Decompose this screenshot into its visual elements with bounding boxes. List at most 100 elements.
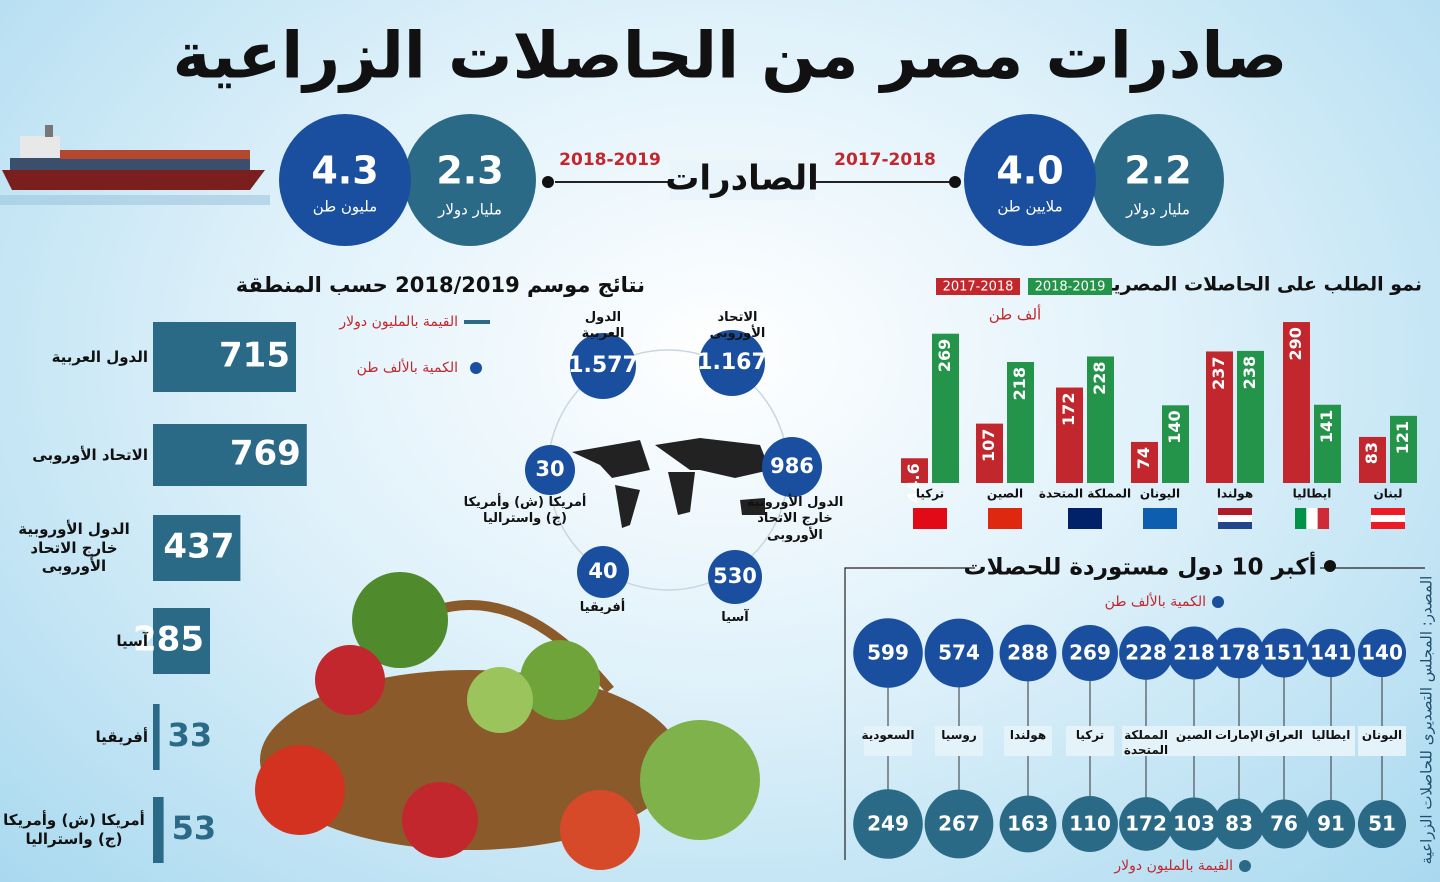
bar-value: 74 (1134, 447, 1153, 469)
quantity-value: 178 (1218, 641, 1260, 665)
legend-swatch (1028, 278, 1112, 295)
region-bar (153, 608, 210, 674)
value-circle (1119, 797, 1173, 851)
value-circle (1062, 796, 1118, 852)
quantity-circle (570, 333, 636, 399)
country-label: روسيا (941, 728, 977, 742)
period-year: 2017-2018 (834, 150, 936, 170)
value-circle (1306, 799, 1356, 849)
quantity-circle (853, 618, 923, 688)
region-name: آسيا (116, 631, 148, 650)
country-label: هولندا (1009, 728, 1047, 742)
value-circle (1167, 797, 1221, 851)
legend-label: 2018-2019 (1035, 280, 1106, 295)
bar-value: 107 (979, 429, 998, 462)
label-bg (1307, 726, 1355, 756)
flag (1068, 508, 1102, 529)
quantity-value: 288 (1007, 641, 1049, 665)
bar-value: 218 (1010, 367, 1029, 400)
region-bar (153, 322, 296, 392)
region-value: 285 (133, 620, 204, 660)
label-bg (1004, 726, 1052, 756)
quantity-circle (1119, 626, 1173, 680)
quantity-circle (699, 330, 765, 396)
legend-quantity: الكمية بالألف طن (1105, 592, 1206, 610)
map-label: الدول الأوروبية خارج الاتحاد الأوروبى (746, 495, 844, 543)
category-label: ايطاليا (1293, 487, 1332, 501)
bar (1162, 405, 1189, 483)
bar (932, 333, 959, 483)
legend-label: 2017-2018 (943, 280, 1014, 295)
value-value: 172 (1125, 812, 1167, 836)
value-value: 91 (1317, 812, 1345, 836)
category-label: اليونان (1140, 487, 1180, 502)
demand-unit: ألف طن (989, 305, 1041, 324)
quantity-number: 4.0 (996, 149, 1063, 193)
regions-title: نتائج موسم 2018/2019 حسب المنطقة (236, 273, 645, 297)
quantity-circle (1357, 628, 1407, 678)
category-label: لبنان (1373, 487, 1402, 501)
value-unit: مليار دولار (437, 201, 502, 219)
bar-value: 141 (1317, 410, 1336, 443)
quantity-circle (708, 550, 762, 604)
value-circle (1092, 114, 1224, 246)
value-circle (1357, 799, 1407, 849)
flag (1143, 508, 1177, 529)
flag (1295, 508, 1307, 529)
bar (1056, 387, 1083, 483)
bar-value: 290 (1286, 327, 1305, 360)
map-label: آسيا (721, 610, 749, 625)
value-value: 103 (1173, 812, 1215, 836)
value-value: 249 (867, 812, 909, 836)
region-value: 769 (230, 434, 301, 474)
region-name: الدول الأوروبية خارج الاتحاد الأوروبى (18, 519, 130, 576)
value-number: 2.2 (1124, 149, 1191, 193)
quantity-value: 40 (588, 559, 617, 583)
bar (1131, 441, 1158, 483)
quantity-value: 30 (535, 457, 564, 481)
flag (1371, 522, 1405, 529)
country-label: المملكة المتحدة (1123, 728, 1169, 757)
bar (1007, 362, 1034, 483)
bar (1390, 415, 1417, 483)
legend-value: القيمة بالمليون دولار (338, 314, 458, 330)
category-label: تركيا (916, 487, 944, 501)
label-bg (670, 160, 815, 200)
value-circle (853, 789, 923, 859)
quantity-circle (1259, 628, 1309, 678)
quantity-value: 1.167 (697, 350, 767, 375)
country-label: اليونان (1361, 728, 1403, 742)
flag (1317, 508, 1330, 529)
flag (1218, 508, 1252, 515)
line-dot (542, 176, 554, 188)
bar-value: 228 (1090, 361, 1109, 394)
period-year: 2018-2019 (559, 150, 661, 170)
quantity-value: 986 (770, 454, 814, 478)
flag (1218, 515, 1252, 522)
region-name: الدول العربية (51, 347, 148, 366)
region-name: الاتحاد الأوروبى (32, 445, 148, 464)
label-bg (1260, 726, 1308, 756)
label-bg (1358, 726, 1406, 756)
region-value: 33 (168, 716, 213, 754)
bracket (844, 567, 1425, 860)
quantity-value: 269 (1069, 641, 1111, 665)
quantity-unit: ملايين طن (997, 198, 1062, 216)
label-bg (1170, 726, 1218, 756)
region-value: 437 (163, 527, 234, 567)
quantity-value: 1.577 (568, 353, 638, 378)
bar-value: 140 (1165, 410, 1184, 443)
value-circle (1259, 799, 1309, 849)
quantity-circle (1213, 627, 1265, 679)
category-label: هولندا (1217, 487, 1253, 502)
ship (0, 125, 270, 205)
bar-value: 238 (1240, 356, 1259, 389)
bar (901, 458, 928, 483)
legend-swatch (936, 278, 1020, 295)
label-bg (1122, 726, 1170, 756)
country-label: العراق (1265, 728, 1303, 742)
country-label: الصين (1175, 728, 1213, 742)
region-name: أفريقيا (95, 727, 148, 746)
label-bg (864, 726, 912, 756)
